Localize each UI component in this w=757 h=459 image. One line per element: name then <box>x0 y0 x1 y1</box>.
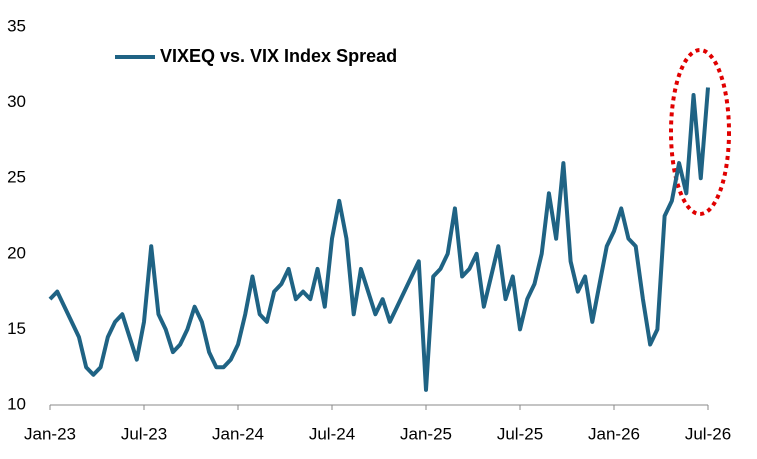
x-tick-label: Jul-23 <box>121 424 167 443</box>
x-tick-label: Jul-24 <box>309 424 355 443</box>
y-tick-label: 15 <box>7 319 26 338</box>
x-tick-label: Jan-24 <box>212 424 264 443</box>
x-tick-label: Jan-26 <box>588 424 640 443</box>
y-tick-label: 35 <box>7 16 26 35</box>
y-tick-label: 30 <box>7 92 26 111</box>
x-tick-label: Jul-26 <box>685 424 731 443</box>
y-tick-label: 20 <box>7 243 26 262</box>
highlight-ellipse <box>669 48 731 216</box>
x-tick-label: Jan-25 <box>400 424 452 443</box>
x-tick-label: Jan-23 <box>24 424 76 443</box>
legend-label: VIXEQ vs. VIX Index Spread <box>160 46 397 66</box>
y-tick-label: 25 <box>7 168 26 187</box>
line <box>48 87 710 392</box>
y-tick-label: 10 <box>7 394 26 413</box>
x-tick-label: Jul-25 <box>497 424 543 443</box>
